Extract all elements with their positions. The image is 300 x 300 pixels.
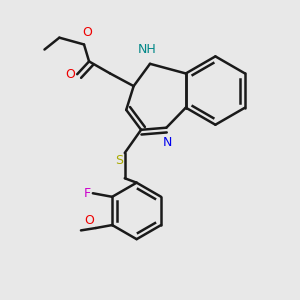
Text: S: S bbox=[115, 154, 123, 167]
Text: NH: NH bbox=[138, 44, 156, 56]
Text: F: F bbox=[83, 187, 91, 200]
Text: O: O bbox=[65, 68, 75, 81]
Text: O: O bbox=[82, 26, 92, 38]
Text: O: O bbox=[85, 214, 94, 226]
Text: N: N bbox=[163, 136, 172, 149]
